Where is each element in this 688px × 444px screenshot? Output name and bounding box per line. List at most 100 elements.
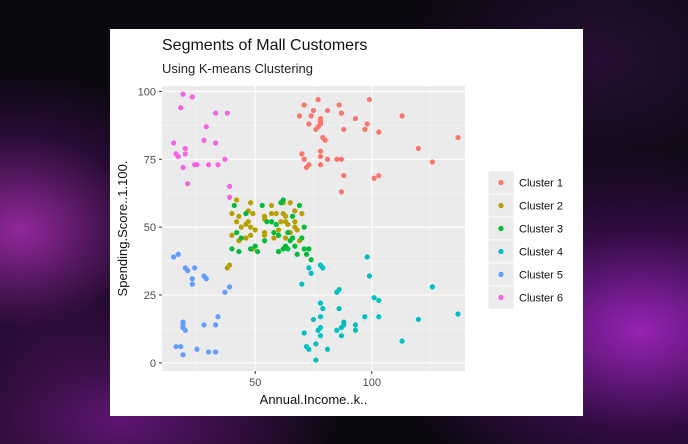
- point-cluster-4: [301, 330, 307, 336]
- point-cluster-3: [243, 210, 249, 217]
- point-cluster-1: [429, 159, 435, 165]
- point-cluster-2: [271, 235, 277, 241]
- point-cluster-4: [334, 327, 340, 333]
- point-cluster-1: [308, 113, 314, 119]
- point-cluster-3: [236, 248, 242, 255]
- point-cluster-5: [194, 346, 200, 352]
- data-points: [171, 91, 461, 363]
- grid-minor: [162, 86, 465, 371]
- point-cluster-6: [206, 162, 212, 168]
- point-cluster-1: [341, 172, 347, 179]
- point-cluster-1: [455, 134, 461, 141]
- point-cluster-3: [275, 248, 282, 255]
- y-tick-label: 50: [144, 222, 156, 234]
- point-cluster-4: [324, 346, 331, 352]
- axes: 50 100 0 25 50 75 100: [138, 86, 381, 389]
- point-cluster-2: [247, 200, 254, 206]
- point-cluster-1: [322, 137, 328, 143]
- point-cluster-3: [261, 238, 268, 244]
- point-cluster-2: [285, 221, 291, 228]
- point-cluster-1: [415, 145, 421, 152]
- chart-title: Segments of Mall Customers: [162, 37, 367, 54]
- point-cluster-5: [201, 322, 207, 328]
- point-cluster-5: [203, 276, 209, 282]
- point-cluster-1: [324, 107, 331, 114]
- point-cluster-1: [376, 172, 382, 179]
- point-cluster-1: [371, 175, 377, 181]
- point-cluster-3: [292, 243, 298, 249]
- point-cluster-3: [308, 257, 314, 263]
- point-cluster-2: [238, 224, 244, 230]
- point-cluster-6: [194, 162, 200, 168]
- point-cluster-4: [308, 270, 314, 276]
- point-cluster-2: [245, 219, 251, 225]
- point-cluster-2: [292, 208, 298, 214]
- point-cluster-1: [338, 156, 345, 162]
- scatter-chart: Segments of Mall Customers Using K-means…: [115, 37, 563, 407]
- y-tick-label: 0: [150, 358, 156, 370]
- point-cluster-4: [376, 297, 382, 304]
- point-cluster-1: [376, 129, 382, 135]
- point-cluster-3: [294, 251, 300, 257]
- point-cluster-3: [296, 202, 303, 209]
- point-cluster-5: [226, 284, 233, 290]
- point-cluster-6: [189, 94, 195, 100]
- point-cluster-2: [252, 227, 258, 233]
- x-tick-label: 100: [363, 377, 381, 389]
- point-cluster-4: [313, 341, 319, 347]
- x-tick-label: 50: [249, 377, 261, 389]
- point-cluster-3: [301, 224, 307, 230]
- point-cluster-1: [364, 121, 370, 127]
- point-cluster-3: [238, 235, 244, 241]
- point-cluster-2: [233, 197, 240, 203]
- legend-marker: [498, 294, 504, 301]
- point-cluster-2: [247, 232, 254, 238]
- y-tick-label: 25: [144, 290, 156, 302]
- chart-card: Segments of Mall Customers Using K-means…: [110, 29, 583, 416]
- point-cluster-1: [336, 102, 342, 108]
- point-cluster-6: [171, 140, 177, 146]
- point-cluster-1: [310, 107, 317, 114]
- point-cluster-3: [285, 229, 291, 236]
- point-cluster-4: [317, 324, 324, 331]
- point-cluster-5: [171, 254, 177, 260]
- point-cluster-2: [278, 219, 284, 225]
- point-cluster-2: [229, 210, 235, 217]
- point-cluster-1: [301, 102, 307, 108]
- point-cluster-1: [338, 189, 345, 195]
- point-cluster-3: [229, 246, 235, 252]
- point-cluster-6: [226, 183, 233, 190]
- legend-marker: [498, 202, 504, 209]
- point-cluster-6: [180, 91, 186, 97]
- legend-marker: [498, 225, 504, 232]
- point-cluster-1: [315, 96, 321, 103]
- point-cluster-1: [399, 113, 405, 119]
- point-cluster-1: [296, 113, 303, 119]
- point-cluster-5: [180, 319, 186, 325]
- point-cluster-5: [215, 314, 221, 320]
- legend-label: Cluster 2: [519, 201, 563, 213]
- point-cluster-2: [273, 210, 279, 217]
- point-cluster-4: [352, 322, 359, 328]
- point-cluster-1: [317, 148, 324, 154]
- point-cluster-3: [289, 235, 296, 241]
- point-cluster-5: [189, 281, 195, 287]
- point-cluster-2: [275, 227, 282, 233]
- point-cluster-1: [334, 156, 340, 162]
- point-cluster-4: [455, 311, 461, 317]
- point-cluster-1: [341, 126, 347, 133]
- point-cluster-2: [243, 235, 249, 241]
- point-cluster-5: [175, 251, 181, 257]
- point-cluster-3: [285, 246, 291, 252]
- legend: Cluster 1 Cluster 2 Cluster 3 Cluster 4 Clus…: [487, 170, 563, 310]
- point-cluster-4: [306, 346, 312, 352]
- point-cluster-3: [289, 213, 296, 219]
- point-cluster-3: [303, 251, 310, 257]
- point-cluster-2: [268, 210, 275, 217]
- point-cluster-5: [213, 349, 219, 355]
- point-cluster-1: [317, 153, 324, 160]
- point-cluster-3: [280, 197, 286, 203]
- point-cluster-5: [182, 327, 188, 333]
- point-cluster-3: [233, 229, 240, 236]
- point-cluster-1: [303, 164, 310, 171]
